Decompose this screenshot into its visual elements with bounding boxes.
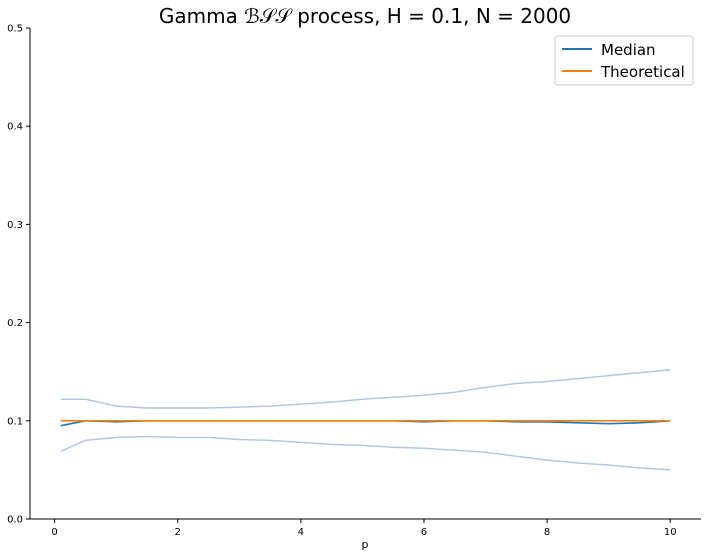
y-tick-label-1: 0.1: [7, 416, 23, 427]
y-tick-label-3: 0.3: [7, 220, 23, 231]
chart-title: Gamma ℬ𝒮𝒮 process, H = 0.1, N = 2000: [159, 4, 571, 28]
x-tick-label-3: 6: [421, 527, 427, 538]
legend: Median Theoretical: [554, 35, 694, 86]
y-tick-label-0: 0.0: [7, 515, 23, 526]
x-tick-label-4: 8: [544, 527, 550, 538]
y-tick-label-5: 0.5: [7, 24, 23, 35]
x-tick-label-0: 0: [51, 527, 57, 538]
y-ticks: 0.0 0.1 0.2 0.3 0.4 0.5: [7, 24, 30, 526]
series-layer: [60, 368, 671, 471]
series-lower-band-line: [60, 435, 671, 471]
y-tick-label-2: 0.2: [7, 318, 23, 329]
x-tick-label-1: 2: [175, 527, 181, 538]
x-tick-label-5: 10: [664, 527, 677, 538]
legend-label-median: Median: [601, 41, 656, 59]
legend-label-theoretical: Theoretical: [600, 63, 685, 81]
y-tick-label-4: 0.4: [7, 122, 23, 133]
x-ticks: 0 2 4 6 8 10: [51, 519, 677, 538]
plot-area: 0 2 4 6 8 10 0.0 0.1 0.2 0.3 0.4 0.5: [7, 24, 701, 538]
series-upper-band-line: [60, 368, 671, 409]
x-axis-label: p: [362, 538, 369, 551]
x-tick-label-2: 4: [298, 527, 304, 538]
